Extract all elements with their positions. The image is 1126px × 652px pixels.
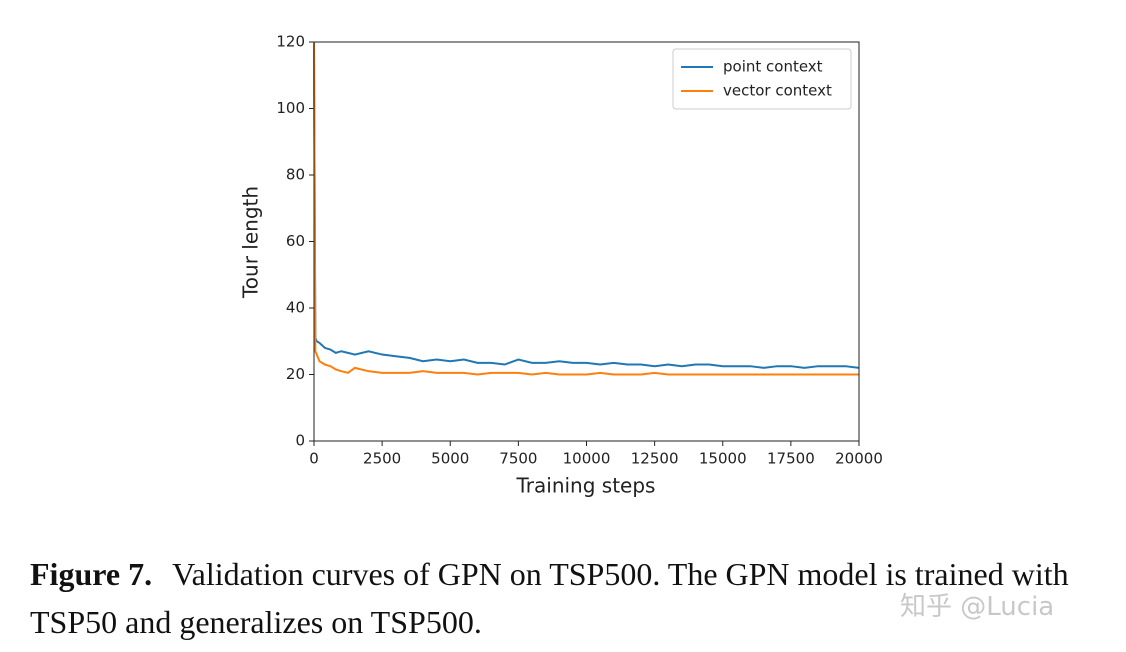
chart: Training steps Tour length 0 20 40 60 80 100 1… bbox=[239, 33, 883, 498]
x-tick-label: 0 bbox=[309, 450, 319, 468]
y-tick-label: 20 bbox=[286, 365, 305, 383]
y-tick-label: 0 bbox=[295, 432, 305, 450]
x-tick-label: 2500 bbox=[363, 450, 401, 468]
plot-frame bbox=[313, 41, 860, 442]
y-tick-label: 40 bbox=[286, 299, 305, 317]
y-tick-label: 60 bbox=[286, 232, 305, 250]
caption: Figure 7. Validation curves of GPN on TSP… bbox=[30, 550, 1110, 646]
y-tick-label: 80 bbox=[286, 166, 305, 184]
x-tick-label: 12500 bbox=[631, 450, 679, 468]
x-tick-label: 15000 bbox=[699, 450, 747, 468]
x-tick-label: 7500 bbox=[499, 450, 537, 468]
series-line bbox=[313, 41, 859, 376]
x-tick-label: 10000 bbox=[563, 450, 611, 468]
caption-label: Figure 7. bbox=[30, 556, 153, 592]
legend-label: vector context bbox=[723, 82, 832, 100]
legend-label: point context bbox=[723, 58, 823, 76]
x-tick-label: 17500 bbox=[767, 450, 815, 468]
x-axis-label: Training steps bbox=[516, 474, 656, 498]
series-line bbox=[313, 41, 860, 369]
y-tick-label: 120 bbox=[276, 33, 305, 51]
watermark: 知乎 @Lucia bbox=[900, 592, 1055, 622]
x-tick-label: 5000 bbox=[431, 450, 469, 468]
y-axis-label: Tour length bbox=[239, 186, 263, 299]
legend-box bbox=[672, 48, 852, 110]
x-tick-label: 20000 bbox=[835, 450, 883, 468]
caption-text: Validation curves of GPN on TSP500. The … bbox=[30, 556, 1069, 640]
y-tick-label: 100 bbox=[276, 99, 305, 117]
